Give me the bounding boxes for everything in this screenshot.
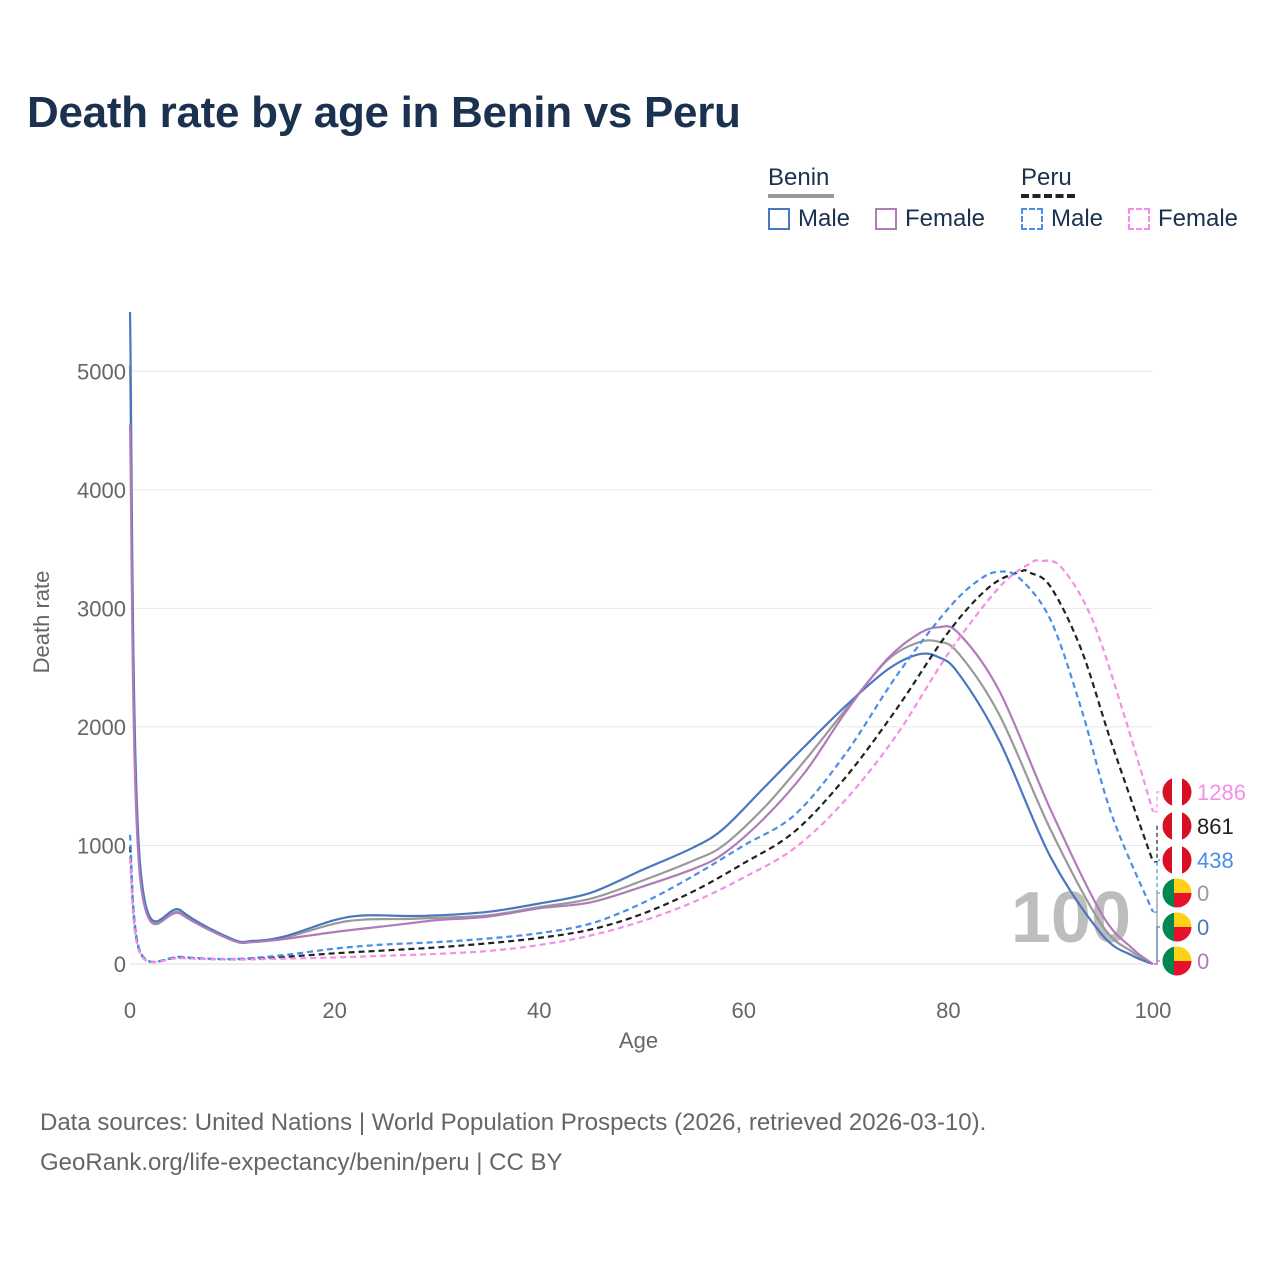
legend-item-peru-male[interactable]: Male [1021,205,1103,233]
chart-title: Death rate by age in Benin vs Peru [27,88,741,137]
x-tick-label-100: 100 [1135,998,1172,1023]
flag-icon-peru [1161,776,1193,808]
flag-fill [1162,912,1192,942]
y-tick-label-0: 0 [114,952,126,977]
series-group [128,311,1155,966]
end-connector-0 [1154,791,1160,813]
legend-item-benin-female[interactable]: Female [875,205,985,233]
end-labels-group: 1286 861 438 0 0 0 [1154,776,1246,977]
series-line-benin-female [128,424,1154,965]
flag-icon-benin [1161,911,1193,943]
flag-ring [1161,776,1193,808]
x-tick-label-20: 20 [322,998,346,1023]
flag-ring [1161,844,1193,876]
legend-label-benin-female: Female [905,205,986,232]
flag-stripe-red-left [1162,811,1172,841]
flag-icon-peru [1161,810,1193,842]
legend-item-peru-female[interactable]: Female [1128,205,1238,233]
y-tick-label-1000: 1000 [77,833,126,858]
flag-stripe-red-right [1182,811,1192,841]
series-line-benin-total [128,365,1154,965]
series-line-peru-total [128,569,1155,964]
y-tick-label-5000: 5000 [77,359,126,384]
flag-stripe-red-right [1182,777,1192,807]
y-tick-label-3000: 3000 [77,596,126,621]
x-tick-label-0: 0 [124,998,136,1023]
end-connector-4 [1154,926,1160,965]
flag-icon-benin [1161,945,1193,977]
flag-fill [1162,878,1192,908]
legend-group-benin-line [768,194,834,198]
flag-ring [1161,877,1193,909]
footer-sources: Data sources: United Nations | World Pop… [40,1109,987,1136]
flag-ring [1161,945,1193,977]
legend-label-peru-female: Female [1158,205,1239,232]
legend-label-peru-male: Male [1051,205,1104,232]
legend-swatch-peru-male [1021,208,1043,230]
flag-stripe-red-left [1162,845,1172,875]
y-tick-label-4000: 4000 [77,478,126,503]
legend-group-peru-line [1021,194,1075,198]
flag-fill [1162,946,1192,976]
legend-swatch-peru-female [1128,208,1150,230]
footer-link[interactable]: GeoRank.org/life-expectancy/benin/peru |… [40,1149,563,1176]
flag-fill [1162,811,1192,841]
x-tick-label-40: 40 [527,998,551,1023]
flag-stripe-green [1162,912,1174,942]
y-tick-label-2000: 2000 [77,715,126,740]
legend-swatch-benin-female [875,208,897,230]
y-axis-title: Death rate [29,571,54,674]
end-connector-5 [1154,960,1160,965]
series-line-peru-female [128,559,1155,964]
end-value-label: 0 [1197,915,1209,940]
flag-stripe-red-left [1162,777,1172,807]
end-connector-2 [1154,859,1160,913]
end-value-label: 0 [1197,881,1209,906]
flag-icon-benin [1161,877,1193,909]
legend-item-benin-male[interactable]: Male [768,205,850,233]
series-line-benin-male [128,311,1154,966]
end-value-label: 861 [1197,814,1234,839]
x-tick-label-60: 60 [732,998,756,1023]
flag-ring [1161,911,1193,943]
flag-ring [1161,810,1193,842]
end-value-label: 0 [1197,949,1209,974]
flag-fill [1162,777,1192,807]
series-line-peru-male [128,570,1155,963]
flag-fill [1162,845,1192,875]
axes-group: 0 1000 2000 3000 4000 5000 0 20 40 60 80 100 Age Deat… [29,359,1171,1053]
legend-group-benin-title: Benin [768,164,830,191]
end-connector-1 [1154,825,1160,863]
flag-icon-peru [1161,844,1193,876]
end-value-label: 438 [1197,848,1234,873]
x-axis-title: Age [619,1028,658,1053]
flag-stripe-green [1162,878,1174,908]
flag-stripe-green [1162,946,1174,976]
legend-label-benin-male: Male [798,205,851,232]
grid-lines [130,370,1153,965]
flag-stripe-red-right [1182,845,1192,875]
x-tick-label-80: 80 [936,998,960,1023]
legend-group-peru-title: Peru [1021,164,1072,191]
end-value-label: 1286 [1197,780,1246,805]
legend-swatch-benin-male [768,208,790,230]
